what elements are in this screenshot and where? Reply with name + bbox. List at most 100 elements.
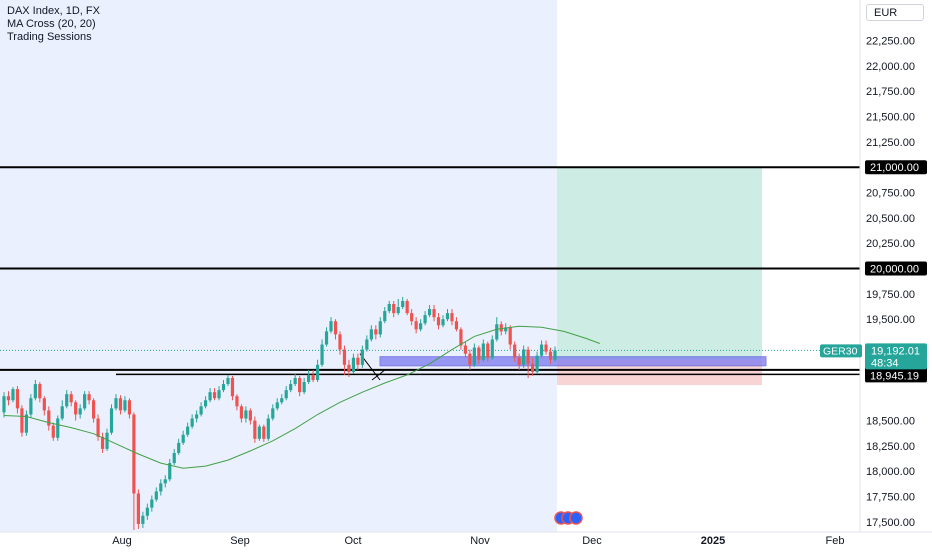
y-tick-label: 21,250.00 <box>866 137 915 149</box>
y-tick-label: 21,750.00 <box>866 86 915 98</box>
candle-body <box>436 317 441 326</box>
candle-body <box>136 493 140 524</box>
candle-body <box>150 499 154 508</box>
drawing-line-2 <box>371 369 386 381</box>
candle-body <box>181 434 185 443</box>
candle-body <box>208 392 212 401</box>
candle-body <box>338 334 342 350</box>
candle-body <box>445 313 450 320</box>
demand-zone-rect <box>379 356 767 367</box>
x-tick-label: Sep <box>230 535 250 547</box>
candle-body <box>275 402 279 409</box>
current-price-label: 19,192.01 <box>871 345 920 357</box>
candle-body <box>508 327 512 345</box>
y-tick-label: 22,250.00 <box>866 36 915 48</box>
candle-body <box>378 321 382 335</box>
x-axis-area <box>0 532 932 550</box>
candle-body <box>217 390 221 399</box>
y-tick-label: 17,500.00 <box>866 517 915 529</box>
candle-body <box>423 315 427 324</box>
candle-body <box>324 331 329 345</box>
candle-body <box>132 414 136 494</box>
candle-body <box>302 382 306 393</box>
candle-body <box>463 345 468 354</box>
candle-body <box>539 344 544 356</box>
x-tick-label: Nov <box>470 535 490 547</box>
session-background <box>0 0 557 532</box>
y-tick-label: 20,250.00 <box>866 238 915 250</box>
candle-body <box>441 319 445 326</box>
candle-body <box>298 377 302 393</box>
candle-body <box>33 384 37 399</box>
candle-body <box>199 406 203 415</box>
candle-body <box>105 432 109 449</box>
candle-body <box>495 324 499 340</box>
candle-body <box>109 408 114 433</box>
candle-body <box>544 344 548 352</box>
candle-body <box>78 408 82 415</box>
candle-body <box>114 398 118 409</box>
y-tick-label: 18,500.00 <box>866 416 915 428</box>
currency-button[interactable]: EUR <box>866 4 924 21</box>
indicator-ma-cross[interactable]: MA Cross (20, 20) <box>7 18 96 30</box>
candle-body <box>168 463 172 480</box>
symbol-title[interactable]: DAX Index, 1D, FX <box>7 5 100 17</box>
candle-body <box>230 377 235 397</box>
candle-body <box>307 374 311 383</box>
candle-body <box>472 347 476 365</box>
candle-body <box>244 410 248 419</box>
candle-body <box>24 414 28 433</box>
x-tick-label: Dec <box>582 535 602 547</box>
candle-body <box>401 300 405 308</box>
candle-body <box>459 329 463 346</box>
candle-body <box>522 349 526 365</box>
indicator-trading-sessions[interactable]: Trading Sessions <box>7 31 92 43</box>
candle-body <box>396 307 400 314</box>
price-label: 21,000.00 <box>870 162 919 174</box>
y-tick-label: 17,750.00 <box>866 492 915 504</box>
candle-body <box>226 377 230 385</box>
candle-body <box>513 344 517 358</box>
candle-body <box>365 339 369 350</box>
candle-body <box>383 311 387 322</box>
price-label-bg <box>865 160 927 175</box>
candle-body <box>56 418 60 438</box>
candle-body <box>163 479 167 484</box>
candle-body <box>239 406 244 419</box>
candle-body <box>360 349 364 365</box>
candle-body <box>100 436 105 449</box>
candle-body <box>65 394 69 407</box>
candle-body <box>468 353 472 365</box>
candle-body <box>531 363 535 372</box>
candle-body <box>74 402 78 415</box>
session-marker-icon[interactable] <box>569 511 583 525</box>
candle-body <box>427 309 432 316</box>
candle-body <box>432 309 436 318</box>
x-tick-label: 2025 <box>701 535 725 547</box>
candle-body <box>221 384 226 391</box>
candle-body <box>517 357 521 365</box>
candle-body <box>42 398 46 411</box>
candle-body <box>69 394 73 403</box>
price-label: 20,000.00 <box>870 264 919 276</box>
candle-body <box>38 384 42 399</box>
candle-body <box>177 442 181 453</box>
candle-body <box>118 398 123 411</box>
candle-body <box>271 408 275 419</box>
candle-body <box>154 491 158 500</box>
price-label: 18,945.19 <box>870 370 919 382</box>
x-tick-label: Oct <box>344 535 361 547</box>
chart-legend: DAX Index, 1D, FX MA Cross (20, 20) Trad… <box>7 5 100 44</box>
candle-body <box>235 396 239 407</box>
candle-body <box>356 357 360 365</box>
candle-body <box>347 364 351 372</box>
candle-body <box>351 357 356 372</box>
candle-body <box>419 323 423 330</box>
candle-body <box>262 426 266 439</box>
candle-body <box>535 355 539 372</box>
position-target-zone <box>557 167 762 360</box>
price-label-bg <box>865 368 927 383</box>
candle-body <box>91 400 96 419</box>
